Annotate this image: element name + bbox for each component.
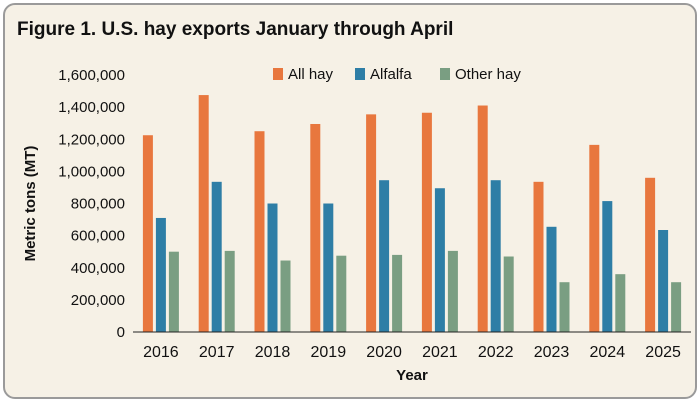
y-axis-label: Metric tons (MT)	[22, 146, 39, 262]
legend-label: Alfalfa	[370, 66, 412, 83]
x-tick-label: 2025	[645, 344, 681, 361]
bar-alfalfa-2018	[267, 203, 278, 332]
x-axis-label: Year	[396, 367, 428, 384]
bar-other-hay-2019	[336, 255, 347, 332]
bar-all-hay-2024	[589, 144, 600, 332]
x-tick-label: 2022	[478, 344, 514, 361]
x-tick-label: 2023	[534, 344, 570, 361]
figure-frame: Figure 1. U.S. hay exports January throu…	[3, 3, 697, 399]
figure-title: Figure 1. U.S. hay exports January throu…	[17, 19, 454, 40]
x-tick-label: 2018	[255, 344, 291, 361]
x-tick-label: 2020	[366, 344, 402, 361]
bar-all-hay-2016	[142, 135, 153, 332]
bars	[142, 95, 682, 333]
legend-swatch	[355, 68, 365, 80]
bar-all-hay-2022	[477, 105, 488, 332]
bar-other-hay-2025	[671, 282, 682, 332]
bar-other-hay-2017	[224, 250, 235, 332]
y-tick-label: 800,000	[71, 196, 125, 213]
bar-alfalfa-2023	[546, 226, 557, 332]
y-tick-label: 1,400,000	[58, 99, 125, 116]
x-tick-label: 2024	[590, 344, 626, 361]
bar-other-hay-2018	[280, 260, 291, 332]
bar-all-hay-2019	[310, 123, 321, 332]
legend-swatch	[440, 68, 450, 80]
bar-all-hay-2020	[366, 114, 377, 333]
bar-other-hay-2022	[503, 256, 514, 332]
bar-alfalfa-2025	[658, 230, 669, 332]
x-tick-label: 2017	[199, 344, 235, 361]
bar-other-hay-2023	[559, 282, 570, 332]
bar-all-hay-2021	[421, 112, 432, 332]
y-axis-ticks: 0 200,000 400,000 600,000 800,000 1,000,000 1,…	[58, 67, 125, 341]
bar-alfalfa-2021	[434, 188, 445, 332]
y-tick-label: 1,000,000	[58, 163, 125, 180]
y-tick-label: 600,000	[71, 228, 125, 245]
legend: All hay Alfalfa Other hay	[273, 66, 521, 83]
y-tick-label: 1,600,000	[58, 67, 125, 84]
bar-alfalfa-2019	[323, 203, 334, 332]
legend-swatch	[273, 68, 283, 80]
bar-all-hay-2023	[533, 181, 544, 332]
x-axis-ticks: 2016 2017 2018 2019 2020 2021 2022 2023 2024 2025	[143, 344, 681, 361]
bar-other-hay-2016	[168, 251, 179, 332]
bar-other-hay-2020	[392, 254, 403, 332]
x-tick-label: 2019	[311, 344, 347, 361]
legend-label: All hay	[288, 66, 334, 83]
bar-alfalfa-2016	[155, 217, 166, 332]
y-tick-label: 400,000	[71, 260, 125, 277]
bar-other-hay-2021	[447, 250, 458, 332]
bar-alfalfa-2020	[379, 180, 390, 332]
bar-alfalfa-2022	[490, 180, 501, 332]
bar-other-hay-2024	[615, 274, 626, 332]
bar-alfalfa-2017	[211, 181, 222, 332]
bar-all-hay-2018	[254, 131, 265, 332]
x-tick-label: 2016	[143, 344, 179, 361]
bar-chart: 0 200,000 400,000 600,000 800,000 1,000,000 1,…	[22, 66, 691, 384]
legend-label: Other hay	[455, 66, 521, 83]
y-tick-label: 200,000	[71, 292, 125, 309]
bar-alfalfa-2024	[602, 201, 613, 332]
y-tick-label: 1,200,000	[58, 131, 125, 148]
bar-all-hay-2025	[645, 177, 656, 332]
bar-all-hay-2017	[198, 95, 209, 332]
y-tick-label: 0	[117, 324, 125, 341]
x-tick-label: 2021	[422, 344, 458, 361]
